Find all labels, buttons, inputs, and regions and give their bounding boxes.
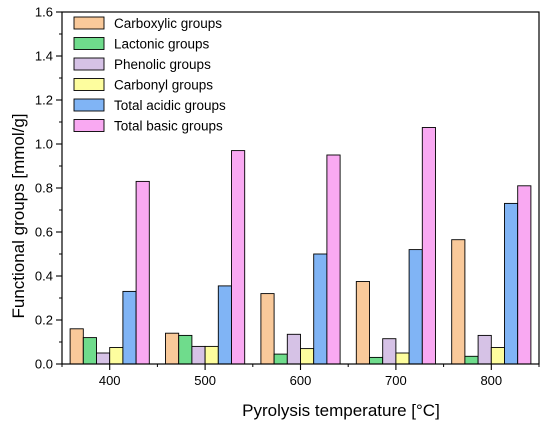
bar-700-0 — [355, 281, 370, 365]
y-tick-label: 0.0 — [35, 357, 53, 372]
bar-700-2 — [382, 338, 397, 365]
legend-background — [70, 15, 282, 142]
bar-500-1 — [178, 334, 193, 365]
y-tick-label: 1.4 — [35, 49, 53, 64]
bar-500-3 — [204, 345, 219, 365]
x-tick-label: 800 — [480, 373, 502, 388]
legend-label: Carbonyl groups — [114, 78, 213, 93]
bar-500-2 — [191, 345, 206, 365]
legend-swatch — [73, 16, 105, 30]
y-axis-title: Functional groups [mmol/g] — [9, 113, 28, 318]
axes-layer: 0.0 0.2 0.4 0.6 0.8 1.0 1.2 1.4 1.6 400 500 600 700 8… — [35, 5, 540, 388]
y-tick-label: 0.4 — [35, 269, 53, 284]
y-tick-label: 1.2 — [35, 93, 53, 108]
bar-400-3 — [109, 347, 124, 365]
legend-label: Lactonic groups — [114, 37, 210, 52]
x-tick-label: 600 — [290, 373, 312, 388]
bar-400-2 — [96, 352, 111, 365]
legend-label: Phenolic groups — [114, 57, 211, 72]
legend: Carboxylic groups Lactonic groups Phenolic… — [70, 15, 282, 142]
bar-800-3 — [490, 347, 505, 365]
y-tick-label: 0.2 — [35, 313, 53, 328]
y-tick-label: 1.6 — [35, 5, 53, 20]
bar-800-0 — [451, 239, 466, 365]
legend-label: Total acidic groups — [114, 98, 226, 113]
legend-swatch — [73, 119, 105, 132]
x-tick-label: 500 — [194, 373, 216, 388]
y-tick-label: 0.6 — [35, 225, 53, 240]
bar-700-3 — [395, 352, 410, 365]
bar-600-0 — [260, 293, 275, 365]
bar-600-4 — [313, 253, 328, 365]
bar-600-3 — [300, 348, 315, 365]
legend-swatch — [73, 37, 105, 50]
bar-600-1 — [273, 353, 288, 365]
legend-label: Total basic groups — [114, 119, 223, 134]
bar-800-2 — [477, 334, 492, 365]
x-tick-label: 700 — [385, 373, 407, 388]
bar-800-4 — [504, 202, 519, 365]
bar-700-1 — [369, 356, 384, 365]
bar-500-4 — [217, 285, 232, 365]
legend-swatch — [73, 78, 105, 91]
legend-label: Carboxylic groups — [114, 16, 222, 31]
x-tick-label: 400 — [99, 373, 121, 388]
bar-500-0 — [165, 332, 180, 365]
legend-swatch — [73, 98, 105, 112]
bar-400-5 — [135, 180, 150, 365]
bar-600-2 — [286, 333, 301, 365]
x-axis-title: Pyrolysis temperature [°C] — [242, 401, 440, 420]
y-tick-label: 1.0 — [35, 137, 53, 152]
legend-swatch — [73, 57, 105, 71]
bar-400-0 — [69, 328, 84, 365]
bar-800-5 — [517, 185, 532, 365]
bar-700-5 — [421, 127, 436, 365]
bar-600-5 — [326, 154, 341, 365]
bar-400-4 — [122, 290, 137, 365]
y-tick-label: 0.8 — [35, 181, 53, 196]
bars-layer — [69, 127, 532, 365]
bar-500-5 — [231, 150, 246, 365]
bar-800-1 — [464, 355, 479, 365]
bar-700-4 — [408, 249, 423, 365]
bar-400-1 — [82, 337, 97, 365]
